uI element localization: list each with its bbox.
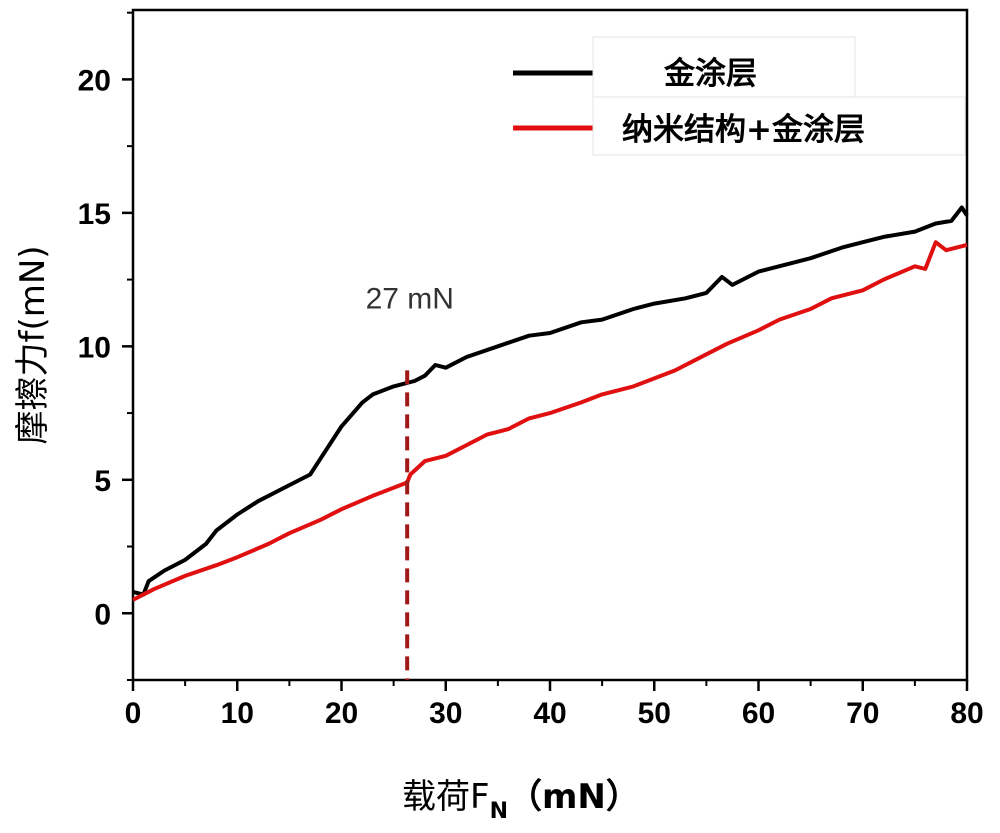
chart-svg: 0 10 20 30 40 50 60 70 80 0 5 10 15 20 27 mN 金涂层 纳米结构… <box>0 0 1000 833</box>
y-tick-label: 20 <box>78 64 111 97</box>
y-tick-label: 5 <box>94 465 111 498</box>
series-line-nano-gold <box>133 242 967 600</box>
y-axis-label: 摩擦力f(mN) <box>13 245 53 444</box>
legend: 金涂层 纳米结构+金涂层 <box>513 37 965 155</box>
x-tick-label: 0 <box>125 697 142 730</box>
x-tick-label: 20 <box>325 697 358 730</box>
x-axis-label-unit: （mN） <box>508 777 640 817</box>
x-tick-label: 80 <box>950 697 983 730</box>
x-tick-label: 10 <box>221 697 254 730</box>
y-tick-label: 10 <box>78 331 111 364</box>
x-axis-label: 载荷FN（mN） <box>402 777 640 824</box>
chart: 0 10 20 30 40 50 60 70 80 0 5 10 15 20 27 mN 金涂层 纳米结构… <box>0 0 1000 833</box>
y-tick-label: 0 <box>94 598 111 631</box>
x-axis-label-main: 载荷F <box>402 777 490 817</box>
x-tick-label: 40 <box>533 697 566 730</box>
x-tick-label: 50 <box>638 697 671 730</box>
x-tick-label: 60 <box>742 697 775 730</box>
series-line-gold <box>133 208 967 595</box>
x-tick-label: 70 <box>846 697 879 730</box>
x-tick-label: 30 <box>429 697 462 730</box>
annotation-label: 27 mN <box>366 282 454 315</box>
legend-label-gold: 金涂层 <box>663 56 757 92</box>
legend-label-nano: 纳米结构+金涂层 <box>622 112 865 148</box>
x-axis-label-sub: N <box>490 799 508 824</box>
y-tick-label: 15 <box>78 198 111 231</box>
